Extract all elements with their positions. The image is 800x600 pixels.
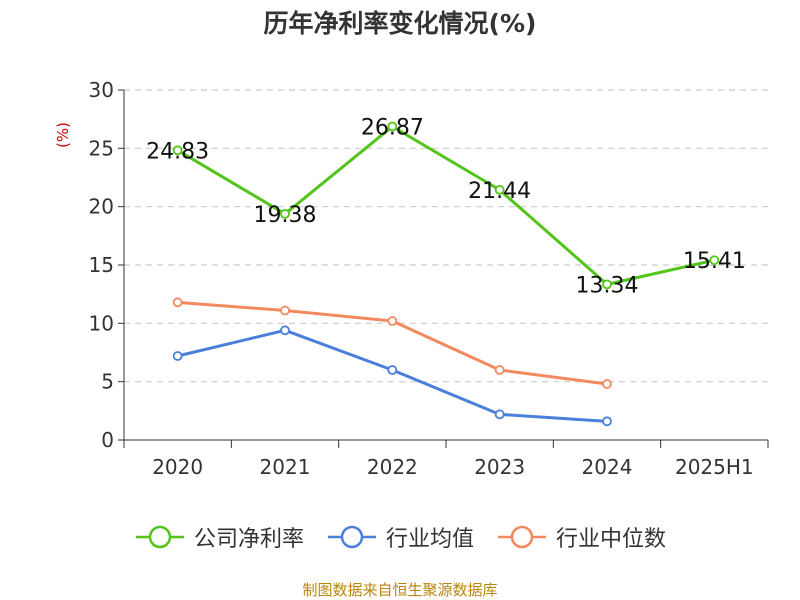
data-label: 13.34 [576, 273, 639, 298]
legend-item: 公司净利率 [134, 521, 304, 553]
data-point [387, 121, 398, 132]
y-tick-label: 15 [89, 253, 114, 277]
legend-marker-icon [135, 525, 184, 549]
legend-marker-icon [327, 525, 376, 549]
data-point [602, 279, 612, 290]
data-label: 15.41 [683, 249, 746, 274]
data-point [494, 184, 505, 195]
data-point [172, 297, 183, 308]
legend-marker-icon [498, 525, 546, 549]
data-label: 19.38 [254, 203, 317, 228]
data-label: 21.44 [468, 179, 531, 204]
data-point [280, 325, 290, 336]
data-label: 26.87 [361, 116, 424, 141]
series-line [176, 125, 715, 286]
y-tick-label: 10 [89, 311, 114, 335]
y-tick-label: 30 [89, 78, 114, 102]
data-source-note: 制图数据来自恒生聚源数据库 [302, 581, 498, 599]
line-chart: 0 5 10 15 20 25 30 2020 2021 2022 2023 2024 2025H1 24… [89, 78, 769, 479]
x-tick-label: 2021 [260, 455, 311, 479]
chart-title: 历年净利率变化情况(%) [263, 9, 537, 38]
data-point [172, 145, 183, 156]
data-point [387, 365, 398, 375]
y-tick-label: 25 [89, 136, 114, 160]
data-point [602, 416, 612, 427]
data-label: 24.83 [146, 139, 209, 164]
x-tick-label: 2020 [152, 455, 203, 479]
data-point [494, 365, 505, 375]
x-tick-label: 2025H1 [675, 455, 754, 479]
y-tick-label: 5 [101, 370, 114, 394]
y-tick-label: 20 [89, 195, 114, 219]
legend-label: 行业中位数 [556, 527, 667, 552]
data-point [602, 379, 612, 389]
data-point [709, 255, 720, 266]
data-point [387, 316, 398, 326]
legend-label: 公司净利率 [193, 527, 304, 552]
data-point [494, 409, 505, 420]
legend-item: 行业均值 [326, 521, 474, 553]
y-tick-label: 0 [101, 428, 114, 452]
chart-legend: 公司净利率 行业均值 行业中位数 [0, 520, 800, 554]
legend-label: 行业均值 [385, 527, 474, 552]
x-tick-label: 2023 [474, 455, 525, 479]
x-tick-label: 2022 [367, 455, 418, 479]
x-tick-label: 2024 [582, 455, 633, 479]
data-point [280, 305, 290, 316]
legend-item: 行业中位数 [496, 521, 666, 553]
data-point [172, 351, 183, 361]
data-point [280, 208, 290, 219]
